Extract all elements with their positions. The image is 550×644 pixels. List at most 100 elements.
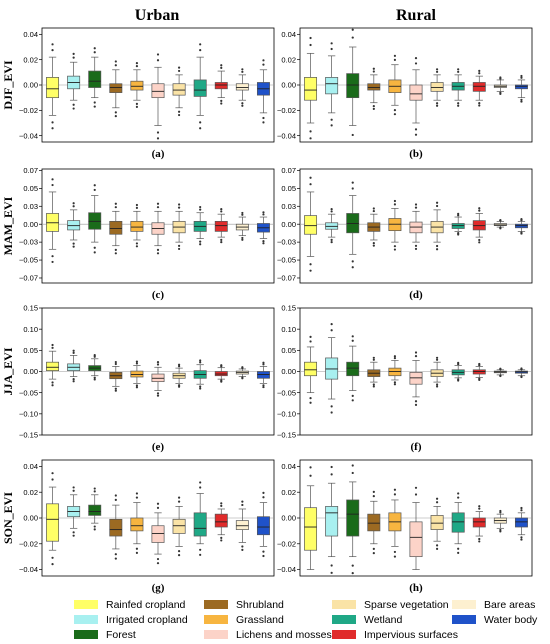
outlier-point: [241, 213, 244, 216]
outlier-point: [199, 205, 202, 209]
outlier-point: [114, 111, 117, 114]
box-rainfed-cropland: [46, 343, 60, 387]
outlier-point: [177, 365, 181, 368]
outlier-point: [114, 553, 117, 556]
outlier-point: [351, 471, 354, 475]
y-tick-label: 0.04: [23, 462, 38, 471]
panel-e: −0.15 −0.10 −0.05 0.00 0.05 0.10 0.15 JJA_EVI (e…: [1, 304, 275, 453]
box-water-body: [256, 211, 270, 245]
outlier-point: [156, 557, 160, 561]
outlier-point: [330, 210, 333, 213]
outlier-point: [51, 255, 54, 258]
outlier-point: [330, 118, 333, 121]
box-body: [235, 83, 249, 91]
box-shrubland: [109, 60, 123, 118]
box-body: [130, 80, 144, 91]
legend-label: Grassland: [236, 613, 284, 626]
box-irrigated-cropland: [67, 202, 81, 248]
outlier-point: [330, 465, 333, 469]
legend-swatch: [204, 600, 228, 609]
y-tick-label: 0.04: [281, 30, 296, 39]
outlier-point: [457, 547, 460, 550]
outlier-point: [135, 360, 139, 363]
outlier-point: [72, 242, 75, 245]
outlier-point: [114, 115, 117, 118]
outlier-point: [457, 104, 460, 107]
outlier-point: [372, 385, 375, 388]
outlier-point: [220, 539, 223, 542]
box-lichens-and-mosses: [409, 203, 423, 251]
outlier-point: [241, 102, 244, 105]
outlier-point: [114, 362, 117, 366]
box-body: [451, 512, 465, 533]
outlier-point: [372, 241, 375, 245]
outlier-point: [262, 363, 265, 366]
panel-label: (a): [152, 148, 165, 160]
outlier-point: [220, 210, 223, 213]
outlier-point: [177, 206, 181, 209]
outlier-point: [330, 405, 333, 408]
legend-swatch: [74, 630, 98, 639]
outlier-point: [72, 56, 75, 59]
outlier-point: [499, 367, 502, 370]
outlier-point: [393, 493, 397, 496]
outlier-point: [135, 105, 139, 108]
outlier-point: [156, 53, 160, 56]
outlier-point: [177, 113, 181, 117]
panel-label: (d): [409, 289, 423, 301]
outlier-point: [414, 128, 418, 131]
y-tick-label: 0.00: [23, 514, 38, 523]
y-tick-label: −0.05: [277, 388, 296, 397]
outlier-point: [220, 64, 223, 67]
outlier-point: [414, 486, 418, 489]
y-tick-label: −0.15: [19, 431, 38, 440]
outlier-point: [393, 488, 397, 491]
outlier-point: [520, 375, 523, 379]
outlier-point: [156, 361, 160, 364]
box-lichens-and-mosses: [151, 53, 165, 140]
outlier-point: [156, 202, 160, 205]
outlier-point: [435, 358, 439, 361]
outlier-point: [199, 121, 202, 124]
box-body: [109, 220, 123, 235]
legend-label: Impervious surfaces: [364, 628, 458, 641]
outlier-point: [114, 202, 117, 205]
outlier-point: [199, 553, 202, 556]
outlier-point: [135, 62, 139, 65]
outlier-point: [177, 244, 181, 247]
box-wetland: [193, 481, 207, 556]
box-bare-areas: [235, 68, 249, 107]
outlier-point: [372, 107, 375, 110]
legend-item-sparse-vegetation: Sparse vegetation: [332, 598, 449, 611]
legend-label: Irrigated cropland: [106, 613, 188, 626]
legend-swatch: [332, 615, 356, 624]
outlier-point: [414, 56, 418, 60]
outlier-point: [435, 501, 439, 504]
outlier-point: [330, 323, 333, 326]
outlier-point: [330, 42, 333, 45]
box-body: [88, 504, 102, 516]
outlier-point: [520, 76, 523, 79]
outlier-point: [220, 241, 223, 244]
box-water-body: [514, 218, 528, 235]
outlier-point: [393, 555, 397, 558]
y-tick-label: −0.03: [19, 238, 38, 247]
col-title-urban: Urban: [135, 7, 180, 24]
box-lichens-and-mosses: [409, 351, 423, 407]
y-tick-label: 0.04: [281, 462, 296, 471]
box-sparse-vegetation: [172, 66, 186, 117]
outlier-point: [135, 242, 139, 245]
outlier-point: [499, 76, 502, 79]
box-body: [46, 77, 60, 99]
outlier-point: [156, 506, 160, 509]
outlier-point: [414, 351, 418, 354]
outlier-point: [135, 206, 139, 209]
outlier-point: [414, 493, 418, 496]
box-body: [214, 82, 228, 90]
outlier-point: [520, 74, 523, 78]
box-wetland: [193, 205, 207, 246]
outlier-point: [309, 269, 312, 272]
outlier-point: [220, 66, 223, 69]
outlier-point: [72, 205, 75, 208]
